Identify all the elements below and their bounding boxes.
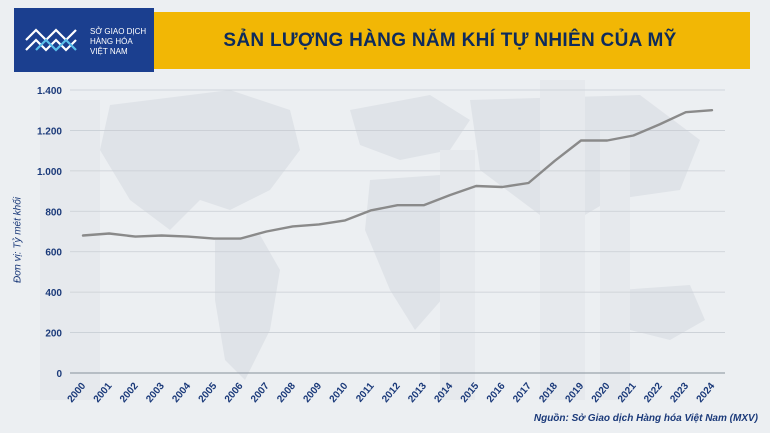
data-point [422, 204, 425, 207]
y-tick-label: 400 [45, 288, 62, 299]
y-tick-label: 600 [45, 248, 62, 259]
data-point [134, 235, 137, 238]
data-point [291, 225, 294, 228]
logo: SỞ GIAO DỊCH HÀNG HÓA VIỆT NAM [14, 8, 154, 72]
series-line [81, 108, 714, 240]
data-point [213, 237, 215, 240]
x-tick-label: 2001 [92, 381, 115, 405]
data-point [187, 235, 189, 238]
x-tick-label: 2013 [406, 381, 429, 405]
data-point [658, 123, 661, 126]
logo-line-1: SỞ GIAO DỊCH [90, 27, 147, 36]
x-tick-label: 2016 [485, 381, 508, 405]
data-point [606, 139, 608, 142]
x-tick-label: 2008 [275, 381, 298, 405]
x-tick-label: 2023 [668, 381, 691, 405]
data-point [396, 204, 399, 207]
x-tick-label: 2007 [249, 381, 272, 405]
data-point [711, 109, 713, 112]
x-tick-label: 2015 [459, 381, 482, 405]
x-tick-label: 2002 [118, 381, 141, 405]
x-tick-label: 2003 [144, 381, 167, 405]
chart-title: SẢN LƯỢNG HÀNG NĂM KHÍ TỰ NHIÊN CỦA MỸ [223, 29, 677, 51]
x-tick-label: 2024 [695, 381, 718, 405]
x-tick-label: 2006 [223, 381, 246, 405]
data-point [82, 234, 84, 237]
x-tick-label: 2004 [170, 381, 193, 405]
source-note: Nguồn: Sở Giao dịch Hàng hóa Việt Nam (M… [533, 413, 758, 424]
data-point [501, 186, 504, 188]
data-point [344, 219, 346, 222]
data-point [632, 134, 635, 137]
x-tick-label: 2018 [537, 381, 560, 405]
x-tick-label: 2011 [354, 381, 377, 405]
data-point [108, 232, 111, 235]
y-tick-label: 200 [45, 329, 62, 340]
x-tick-label: 2005 [197, 381, 220, 405]
x-tick-label: 2000 [66, 381, 89, 405]
logo-text: SỞ GIAO DỊCH HÀNG HÓA VIỆT NAM [90, 27, 146, 57]
data-point [684, 111, 687, 114]
x-tick-label: 2019 [564, 381, 587, 405]
y-tick-label: 1.200 [37, 126, 62, 137]
data-point [318, 223, 320, 226]
x-tick-label: 2010 [328, 381, 351, 405]
data-point [239, 237, 242, 240]
data-point [160, 234, 163, 237]
header-bar [150, 12, 750, 69]
mxv-logo-icon [25, 28, 77, 52]
data-point [449, 194, 451, 196]
logo-line-3: VIỆT NAM [90, 47, 128, 56]
x-tick-label: 2012 [380, 381, 403, 405]
data-point [580, 139, 582, 142]
data-point [265, 230, 268, 233]
y-tick-label: 800 [45, 207, 62, 218]
data-point [370, 209, 373, 212]
x-tick-label: 2014 [432, 381, 455, 405]
x-tick-label: 2020 [590, 381, 613, 405]
x-tick-label: 2021 [616, 381, 639, 405]
y-tick-label: 0 [56, 369, 62, 380]
data-point [475, 185, 477, 187]
x-tick-label: 2009 [301, 381, 324, 405]
x-tick-label: 2017 [511, 381, 534, 405]
y-tick-label: 1.400 [37, 86, 62, 97]
data-point [527, 182, 530, 184]
y-tick-label: 1.000 [37, 167, 62, 178]
data-point [553, 159, 556, 162]
logo-line-2: HÀNG HÓA [90, 37, 133, 46]
x-tick-label: 2022 [642, 381, 665, 405]
